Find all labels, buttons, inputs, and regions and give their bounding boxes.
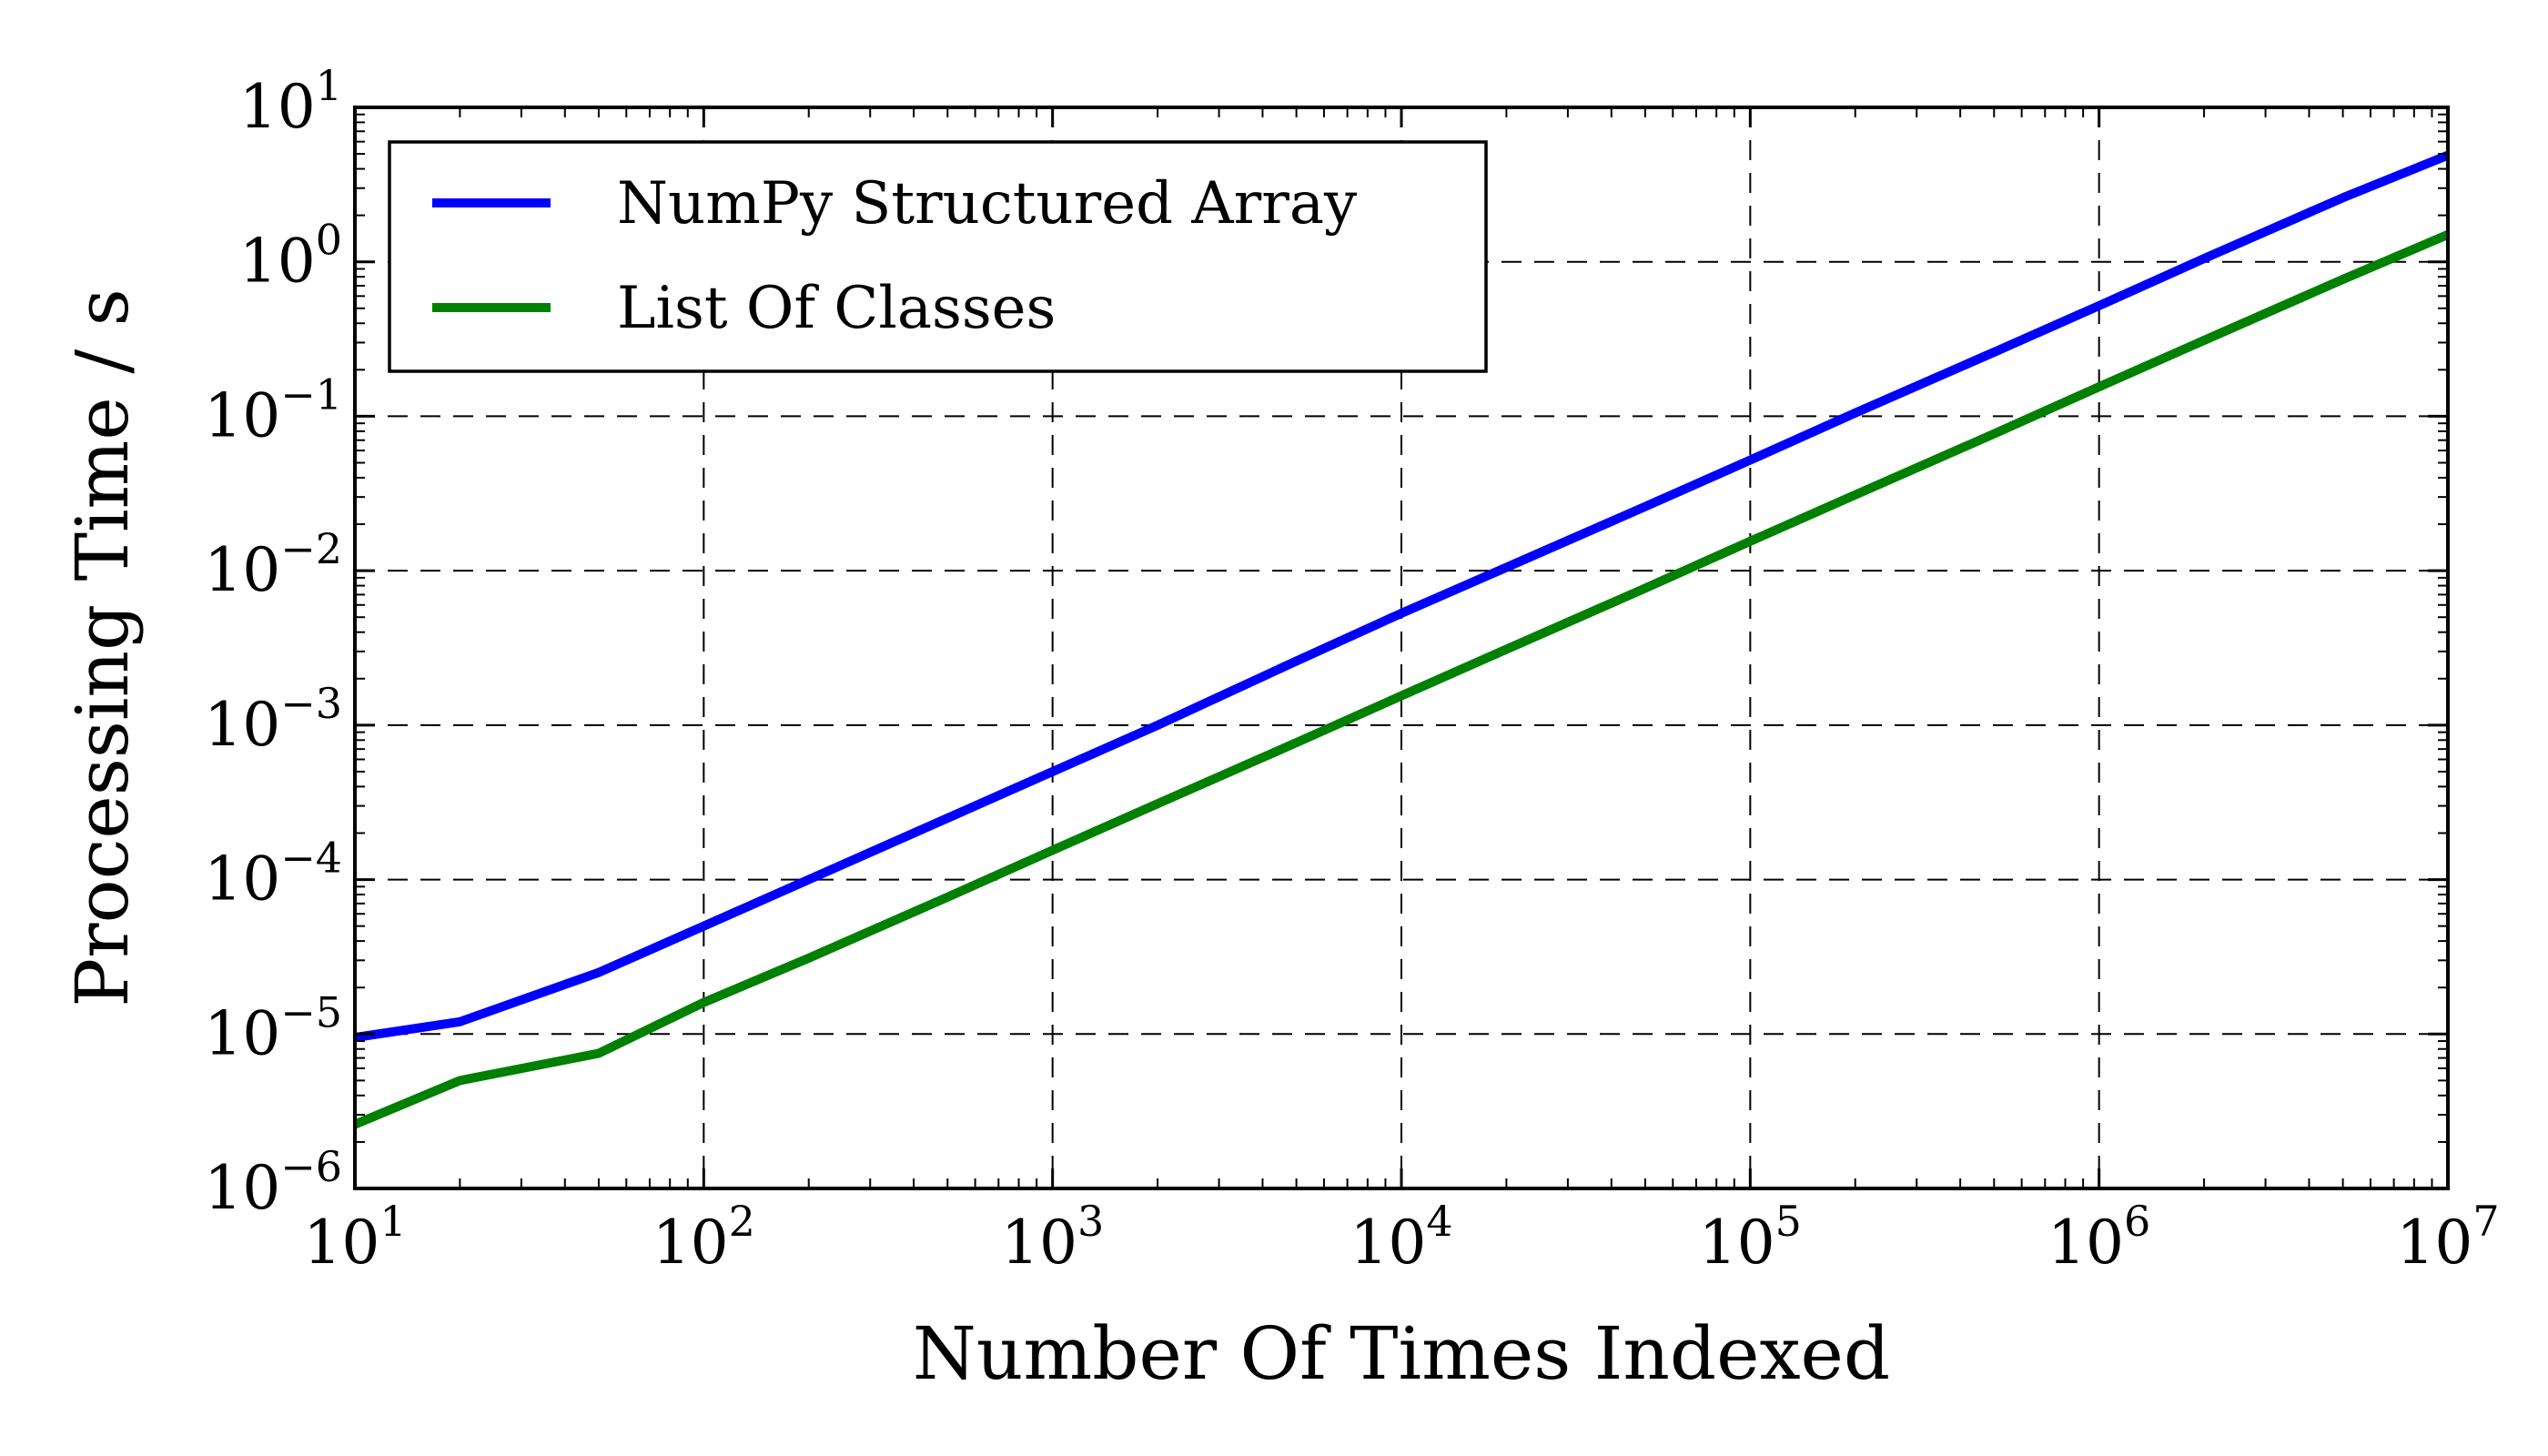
series-line-list <box>353 230 2450 1129</box>
y-tick-base: 10 <box>204 1153 280 1223</box>
y-tick-label: 10−5 <box>204 987 342 1068</box>
x-tick-label: 101 <box>303 1197 406 1278</box>
y-tick-base: 10 <box>239 72 316 142</box>
x-tick-base: 10 <box>2396 1208 2472 1278</box>
y-tick-base: 10 <box>204 998 280 1068</box>
x-tick-label: 103 <box>1001 1197 1104 1278</box>
legend-box <box>388 140 1488 373</box>
y-tick-base: 10 <box>204 844 280 915</box>
y-tick-exponent: 0 <box>316 216 342 265</box>
y-tick-exponent: 1 <box>316 61 342 110</box>
x-tick-base: 10 <box>2048 1208 2124 1278</box>
y-axis-title: Processing Time / s <box>60 288 145 1006</box>
y-tick-exponent: −3 <box>280 679 342 728</box>
x-tick-base: 10 <box>652 1208 729 1278</box>
y-tick-label: 10−3 <box>204 679 342 760</box>
x-tick-label: 105 <box>1699 1197 1802 1278</box>
x-tick-exponent: 6 <box>2124 1197 2150 1246</box>
y-tick-base: 10 <box>204 380 280 450</box>
series-line-numpy <box>354 150 2450 1043</box>
y-tick-label: 10−6 <box>204 1142 342 1223</box>
x-tick-base: 10 <box>1001 1208 1077 1278</box>
y-tick-label: 10−1 <box>204 369 342 450</box>
y-tick-exponent: −2 <box>280 524 342 573</box>
x-tick-base: 10 <box>1699 1208 1775 1278</box>
y-tick-base: 10 <box>204 535 280 605</box>
x-tick-labels: 101 102 103 104 105 106 107 <box>303 1197 2499 1278</box>
x-tick-exponent: 1 <box>379 1197 406 1246</box>
y-tick-exponent: −5 <box>280 987 342 1036</box>
y-tick-exponent: −6 <box>280 1142 342 1191</box>
grid <box>355 107 2448 1188</box>
x-tick-label: 104 <box>1350 1197 1452 1278</box>
y-tick-label: 100 <box>239 216 342 297</box>
y-tick-exponent: −1 <box>280 369 342 419</box>
x-axis-title: Number Of Times Indexed <box>913 1311 1890 1396</box>
legend: NumPy Structured Array List Of Classes <box>388 140 1488 373</box>
legend-label-numpy: NumPy Structured Array <box>617 170 1357 238</box>
x-tick-label: 102 <box>652 1197 755 1278</box>
x-tick-exponent: 2 <box>729 1197 755 1246</box>
x-tick-exponent: 5 <box>1775 1197 1802 1246</box>
y-tick-label: 10−4 <box>204 834 342 915</box>
y-tick-exponent: −4 <box>280 834 342 883</box>
legend-label-list: List Of Classes <box>617 275 1056 342</box>
plot-frame <box>353 106 2450 1190</box>
x-tick-exponent: 7 <box>2472 1197 2499 1246</box>
x-tick-exponent: 3 <box>1077 1197 1104 1246</box>
y-tick-label: 10−2 <box>204 524 342 605</box>
x-tick-label: 107 <box>2396 1197 2499 1278</box>
x-tick-label: 106 <box>2048 1197 2150 1278</box>
x-tick-base: 10 <box>1350 1208 1426 1278</box>
y-tick-base: 10 <box>239 227 316 297</box>
y-tick-label: 101 <box>239 61 342 142</box>
y-tick-base: 10 <box>204 690 280 760</box>
x-tick-base: 10 <box>303 1208 379 1278</box>
x-tick-exponent: 4 <box>1426 1197 1452 1246</box>
series-lines <box>353 150 2450 1129</box>
